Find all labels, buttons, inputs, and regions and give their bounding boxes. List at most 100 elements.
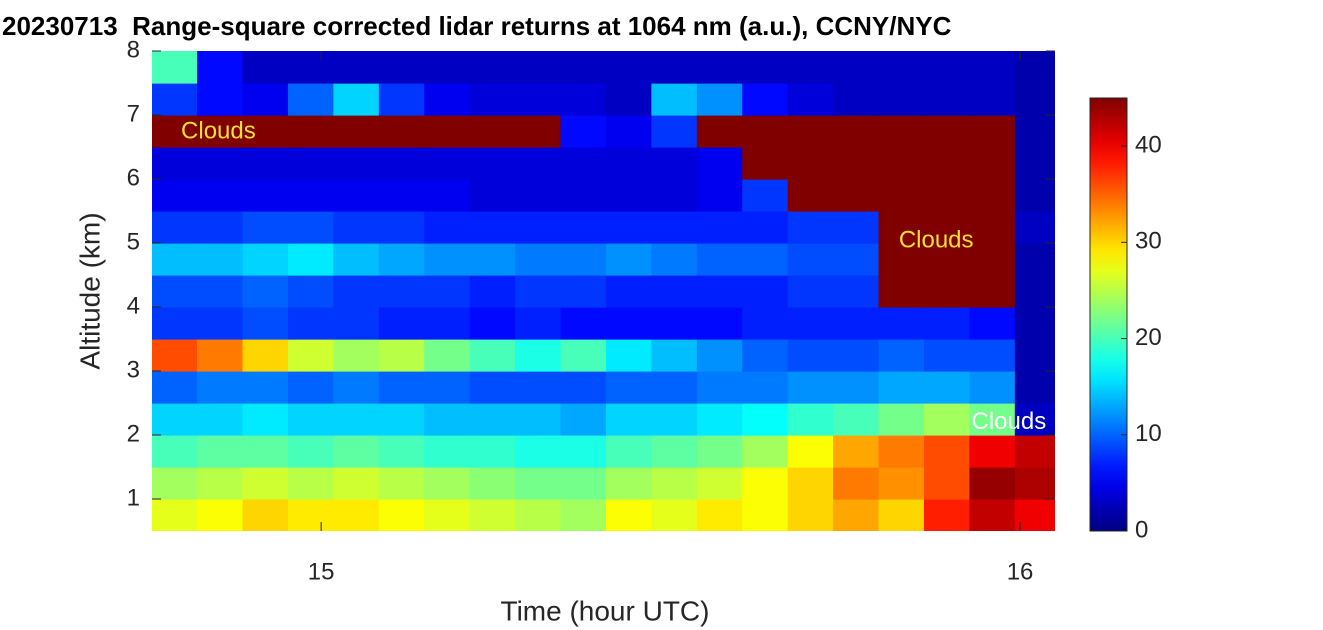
heat-cell bbox=[424, 371, 471, 404]
colorbar-tick-label: 20 bbox=[1135, 324, 1162, 351]
heat-cell bbox=[969, 467, 1016, 500]
heat-cell bbox=[923, 275, 970, 308]
heat-cell bbox=[152, 211, 198, 244]
heat-cell bbox=[152, 435, 198, 468]
y-tick-label: 2 bbox=[127, 420, 140, 447]
heat-cell bbox=[833, 339, 880, 372]
heat-cell bbox=[787, 435, 834, 468]
heat-cell bbox=[605, 467, 652, 500]
heat-cell bbox=[878, 211, 925, 244]
heat-cell bbox=[424, 83, 471, 116]
colorbar-tick-label: 40 bbox=[1135, 131, 1162, 158]
heat-cell bbox=[469, 275, 516, 308]
heat-cell bbox=[833, 435, 880, 468]
colorbar-tick-label: 0 bbox=[1135, 516, 1148, 543]
heat-cell bbox=[742, 275, 789, 308]
heat-cell bbox=[696, 371, 743, 404]
heat-cell bbox=[560, 467, 607, 500]
heat-cell bbox=[560, 403, 607, 436]
heat-cell bbox=[969, 339, 1016, 372]
heat-cell bbox=[651, 147, 698, 180]
heat-cell bbox=[152, 371, 198, 404]
heat-cell bbox=[742, 403, 789, 436]
heat-cell bbox=[787, 83, 834, 116]
heat-cell bbox=[152, 179, 198, 212]
heat-cell bbox=[242, 499, 289, 531]
heat-cell bbox=[742, 51, 789, 84]
y-tick-label: 4 bbox=[127, 292, 140, 319]
heat-cell bbox=[424, 467, 471, 500]
heat-cell bbox=[923, 147, 970, 180]
heat-cell bbox=[287, 211, 334, 244]
heat-cell bbox=[605, 275, 652, 308]
heat-cell bbox=[242, 51, 289, 84]
heat-cell bbox=[969, 51, 1016, 84]
heat-cell bbox=[287, 339, 334, 372]
heat-cell bbox=[696, 467, 743, 500]
heat-cell bbox=[242, 275, 289, 308]
heat-cell bbox=[424, 275, 471, 308]
heat-cell bbox=[742, 435, 789, 468]
heat-cell bbox=[378, 51, 425, 84]
heat-cell bbox=[197, 179, 244, 212]
heat-cell bbox=[515, 243, 562, 276]
heat-cell bbox=[833, 275, 880, 308]
heat-cell bbox=[605, 115, 652, 148]
heat-cell bbox=[560, 499, 607, 531]
heat-cell bbox=[560, 435, 607, 468]
heat-cell bbox=[833, 243, 880, 276]
heat-cell bbox=[1014, 179, 1055, 212]
heat-cell bbox=[378, 147, 425, 180]
heat-cell bbox=[969, 83, 1016, 116]
heat-cell bbox=[742, 371, 789, 404]
heat-cell bbox=[333, 307, 380, 340]
heat-cell bbox=[833, 179, 880, 212]
heat-cell bbox=[515, 435, 562, 468]
heat-cell bbox=[696, 179, 743, 212]
heat-cell bbox=[197, 435, 244, 468]
heat-cell bbox=[833, 371, 880, 404]
heat-cell bbox=[152, 115, 198, 148]
annotation: Clouds bbox=[899, 226, 974, 253]
heat-cell bbox=[287, 499, 334, 531]
heat-cell bbox=[424, 211, 471, 244]
heat-cell bbox=[197, 339, 244, 372]
heat-cell bbox=[651, 83, 698, 116]
chart-title: 20230713 Range-square corrected lidar re… bbox=[2, 11, 952, 41]
heat-cell bbox=[923, 243, 970, 276]
heat-cell bbox=[878, 339, 925, 372]
heat-cell bbox=[378, 211, 425, 244]
heat-cell bbox=[787, 339, 834, 372]
heat-cell bbox=[651, 307, 698, 340]
heat-cell bbox=[287, 403, 334, 436]
x-tick-label: 16 bbox=[1007, 558, 1034, 585]
heat-cell bbox=[378, 115, 425, 148]
heat-cell bbox=[969, 179, 1016, 212]
heat-cell bbox=[1014, 467, 1055, 500]
heat-cell bbox=[197, 147, 244, 180]
heat-cell bbox=[469, 371, 516, 404]
heat-cell bbox=[787, 243, 834, 276]
heat-cell bbox=[696, 211, 743, 244]
heat-cell bbox=[424, 403, 471, 436]
heat-cell bbox=[560, 147, 607, 180]
heat-cell bbox=[923, 179, 970, 212]
heat-cell bbox=[378, 83, 425, 116]
heat-cell bbox=[787, 371, 834, 404]
heat-cell bbox=[469, 403, 516, 436]
heat-cell bbox=[1014, 115, 1055, 148]
heat-cell bbox=[515, 179, 562, 212]
heat-cell bbox=[242, 467, 289, 500]
heat-cell bbox=[923, 307, 970, 340]
heat-cell bbox=[515, 467, 562, 500]
heat-cell bbox=[742, 499, 789, 531]
heat-cell bbox=[742, 115, 789, 148]
heat-cell bbox=[651, 403, 698, 436]
colorbar-tick-label: 10 bbox=[1135, 420, 1162, 447]
heat-cell bbox=[742, 307, 789, 340]
heat-cell bbox=[152, 403, 198, 436]
heat-cell bbox=[469, 499, 516, 531]
heat-cell bbox=[197, 403, 244, 436]
heat-cell bbox=[696, 83, 743, 116]
